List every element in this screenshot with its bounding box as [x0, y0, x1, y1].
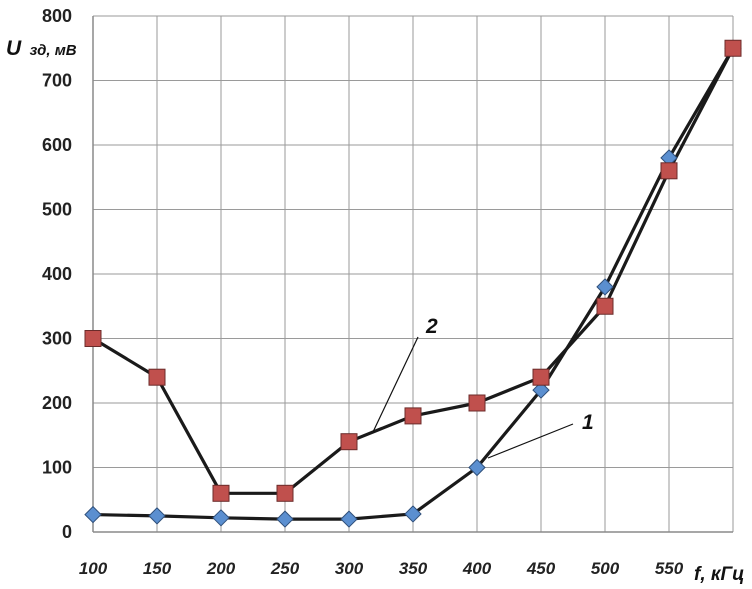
x-tick-label: 500: [591, 559, 620, 578]
series-2-point: [468, 394, 486, 412]
series-2-point: [212, 484, 230, 502]
x-tick-label: 250: [270, 559, 300, 578]
series-1-point: [404, 505, 422, 523]
y-tick-label: 500: [42, 200, 72, 220]
series-2-point: [84, 330, 102, 347]
series-2-leader-line: [372, 336, 419, 433]
series-1-point: [532, 381, 550, 399]
x-tick-label: 450: [526, 559, 556, 578]
y-tick-label: 100: [42, 458, 72, 478]
x-tick-labels: 100 150 200 250 300 350 400 450 500 550: [79, 559, 684, 578]
y-tick-label: 700: [42, 71, 72, 91]
series-1-point: [340, 510, 358, 528]
horizontal-gridlines: [93, 15, 733, 468]
y-axis-label: U зд, мВ: [6, 37, 77, 60]
x-tick-label: 200: [206, 559, 236, 578]
series-1-point: [212, 509, 230, 527]
x-tick-label: 400: [462, 559, 492, 578]
x-tick-label: 550: [655, 559, 684, 578]
series-2-point: [596, 297, 614, 315]
y-tick-label: 600: [42, 135, 72, 155]
x-axis-label: f, кГц: [694, 564, 744, 585]
series-layer: [84, 39, 742, 528]
series-2-point: [148, 368, 166, 386]
y-tick-labels: 0 100 200 300 400 500 600 700 800: [42, 6, 72, 542]
series-1-point: [84, 505, 102, 524]
y-tick-label: 400: [42, 264, 72, 284]
series-2-point: [532, 368, 550, 386]
x-tick-label: 100: [79, 559, 108, 578]
series-2-point: [660, 162, 678, 180]
series-2-label: 2: [425, 315, 438, 338]
series-2-point: [724, 39, 742, 57]
series-1-point: [276, 510, 294, 528]
y-tick-label: 200: [42, 393, 72, 413]
x-tick-label: 300: [335, 559, 364, 578]
y-tick-label: 0: [62, 522, 72, 542]
series-1-label: 1: [582, 411, 594, 434]
series-1-point: [468, 458, 486, 477]
series-2-point: [340, 433, 358, 451]
series-1-point: [596, 278, 614, 296]
series-1-leader-line: [487, 423, 574, 459]
series-1-point: [148, 507, 166, 525]
x-tick-label: 350: [399, 559, 428, 578]
y-tick-label: 800: [42, 6, 72, 26]
series-2-point: [404, 407, 422, 425]
series-2-point: [276, 484, 294, 502]
y-tick-label: 300: [42, 329, 72, 349]
x-tick-label: 150: [143, 559, 172, 578]
